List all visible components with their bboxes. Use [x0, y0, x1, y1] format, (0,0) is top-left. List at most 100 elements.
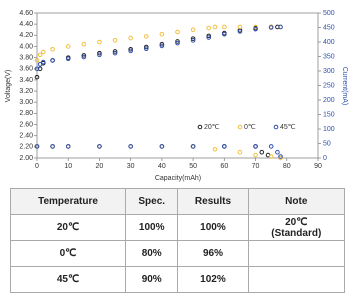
y2-tick-label: 100	[323, 126, 335, 133]
data-point	[128, 48, 133, 54]
header-cell: Results	[177, 188, 249, 215]
y-tick-label: 3.00	[19, 99, 33, 106]
data-point	[212, 24, 218, 30]
x-tick-label: 70	[252, 163, 260, 170]
x-tick-label: 10	[64, 163, 72, 170]
y2-tick-label: 50	[323, 140, 331, 147]
y-tick-label: 4.20	[19, 32, 33, 39]
data-point	[34, 74, 40, 80]
chart: Voltage(V) Current(mA) Capacity(mAh) 2.0…	[5, 10, 348, 182]
y-tick-label: 3.40	[19, 77, 33, 84]
header-cell: Spec.	[125, 188, 179, 215]
data-point	[253, 26, 258, 32]
table-cell: 80%	[125, 240, 179, 267]
y-tick-label: 2.40	[19, 133, 33, 140]
data-point	[222, 144, 227, 149]
data-point	[143, 46, 149, 51]
data-point	[97, 52, 102, 58]
plot-frame	[36, 12, 319, 159]
data-point	[253, 152, 258, 158]
x-tick-label: 20	[96, 163, 104, 170]
legend-label: 20℃	[204, 124, 220, 131]
y-tick-label: 2.80	[19, 110, 33, 117]
data-point	[206, 25, 212, 31]
table-cell: 90%	[125, 266, 179, 293]
data-point	[175, 39, 180, 44]
data-point	[65, 56, 71, 62]
data-point	[268, 144, 274, 149]
y2-axis-label: Current(mA)	[341, 67, 348, 106]
data-point	[253, 144, 258, 149]
header-cell: Temperature	[9, 188, 127, 215]
y2-tick-label: 400	[323, 39, 335, 46]
data-point	[37, 52, 43, 58]
table-row: 0℃ 80% 96%	[9, 240, 346, 267]
data-point	[81, 41, 87, 47]
results-table: Temperature Spec. Results Note 20℃ 100% 100% 20…	[9, 188, 346, 293]
table-cell: 100%	[177, 214, 249, 241]
data-point	[128, 144, 133, 149]
y-tick-label: 4.40	[19, 21, 33, 28]
data-point	[34, 144, 40, 149]
y2-tick-label: 250	[323, 82, 335, 89]
data-point	[40, 49, 46, 55]
data-point	[97, 39, 102, 45]
data-point	[268, 154, 274, 159]
data-point	[159, 144, 165, 149]
data-point	[206, 35, 212, 40]
data-point	[175, 40, 180, 46]
table-cell: 0℃	[9, 240, 127, 267]
data-point	[278, 155, 283, 161]
data-point	[278, 24, 283, 30]
table-cell: 100%	[125, 214, 179, 241]
table-cell	[247, 240, 346, 267]
legend-marker	[197, 124, 203, 130]
y2-tick-label: 450	[323, 24, 335, 31]
y-tick-label: 2.00	[19, 155, 33, 162]
legend-label: 0℃	[244, 124, 256, 131]
table-cell: 45℃	[9, 266, 127, 293]
legend-marker	[273, 124, 279, 130]
y-tick-label: 3.20	[19, 88, 33, 95]
table-cell: 96%	[177, 240, 249, 267]
y2-tick-label: 350	[323, 53, 335, 60]
x-tick-label: 30	[127, 163, 135, 170]
data-point	[159, 31, 165, 37]
table-cell: 20℃	[9, 214, 127, 241]
data-point	[81, 53, 87, 58]
data-point	[50, 144, 55, 149]
header-cell: Note	[247, 188, 346, 215]
data-point	[190, 27, 196, 33]
x-tick-label: 90	[314, 163, 322, 170]
data-point	[128, 35, 133, 41]
x-tick-label: 60	[220, 163, 228, 170]
data-point	[222, 31, 227, 37]
y-tick-label: 3.80	[19, 54, 33, 61]
x-tick-label: 0	[35, 163, 39, 170]
data-point	[50, 58, 55, 63]
data-point	[34, 66, 40, 72]
legend-marker	[237, 124, 243, 130]
data-point	[175, 29, 180, 35]
y-tick-label: 4.60	[19, 10, 33, 17]
y-tick-label: 2.20	[19, 144, 33, 151]
table-cell	[247, 266, 346, 293]
data-point	[237, 29, 243, 34]
y2-tick-label: 300	[323, 68, 335, 75]
data-point	[212, 147, 218, 152]
data-point	[143, 34, 149, 39]
y2-tick-label: 0	[323, 155, 327, 162]
data-point	[112, 38, 118, 43]
data-point	[81, 54, 87, 60]
data-point	[275, 149, 280, 155]
data-point	[206, 33, 212, 39]
y2-tick-label: 200	[323, 97, 335, 104]
data-point	[143, 44, 149, 50]
data-point	[37, 62, 43, 67]
y-tick-label: 4.00	[19, 43, 33, 50]
table-row: 45℃ 90% 102%	[9, 266, 346, 293]
y2-tick-label: 150	[323, 111, 335, 118]
data-point	[268, 25, 274, 30]
x-tick-label: 50	[189, 163, 197, 170]
